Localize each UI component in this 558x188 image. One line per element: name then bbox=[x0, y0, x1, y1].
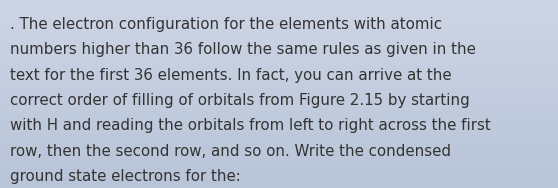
Text: correct order of filling of orbitals from Figure 2.15 by starting: correct order of filling of orbitals fro… bbox=[10, 93, 470, 108]
Text: with H and reading the orbitals from left to right across the first: with H and reading the orbitals from lef… bbox=[10, 118, 491, 133]
Text: row, then the second row, and so on. Write the condensed: row, then the second row, and so on. Wri… bbox=[10, 144, 451, 159]
Text: numbers higher than 36 follow the same rules as given in the: numbers higher than 36 follow the same r… bbox=[10, 42, 476, 57]
Text: ground state electrons for the:: ground state electrons for the: bbox=[10, 169, 241, 184]
Text: . The electron configuration for the elements with atomic: . The electron configuration for the ele… bbox=[10, 17, 442, 32]
Text: text for the first 36 elements. In fact, you can arrive at the: text for the first 36 elements. In fact,… bbox=[10, 68, 451, 83]
